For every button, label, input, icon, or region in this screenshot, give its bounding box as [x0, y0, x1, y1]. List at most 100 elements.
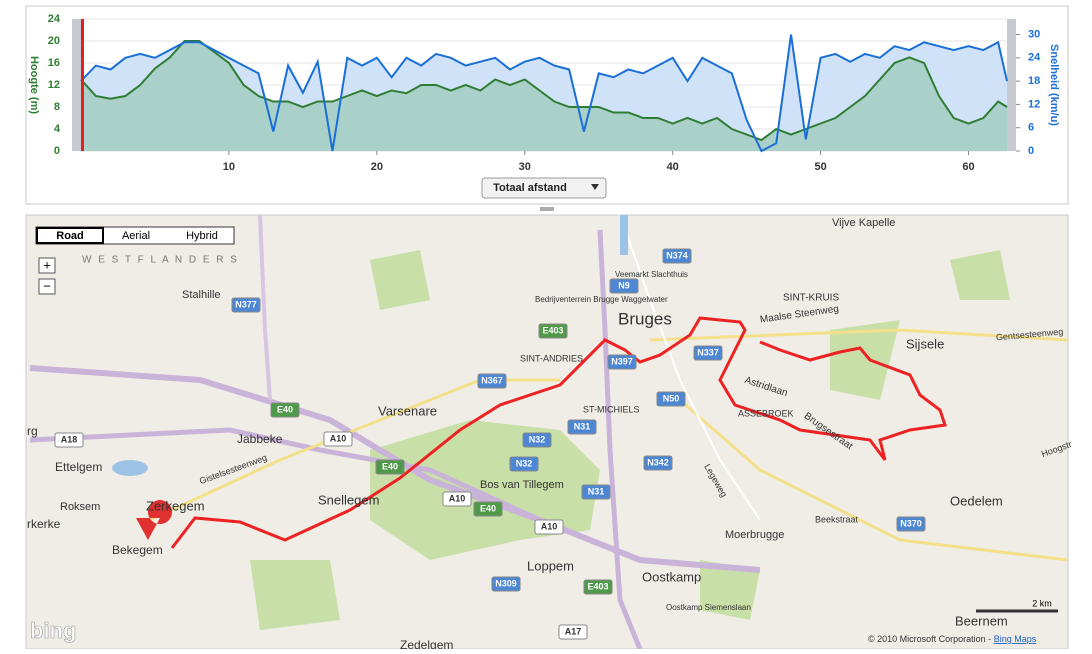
road-shield: N370 [896, 516, 926, 532]
y2-tick-label: 24 [1028, 52, 1041, 64]
road-shield: A17 [558, 624, 588, 640]
place-label: ASSEBROEK [738, 408, 794, 418]
road-shield: E403 [538, 323, 568, 339]
road-shield: N31 [567, 419, 597, 435]
road-shield: N50 [656, 391, 686, 407]
zoom-button[interactable]: − [43, 278, 51, 293]
shield-label: E403 [587, 581, 608, 591]
line [80, 40, 1008, 142]
roads [29, 214, 1069, 650]
place-label: Bruges [618, 309, 672, 328]
start-pin[interactable] [136, 500, 172, 540]
place-label: ST-MICHIELS [583, 404, 640, 414]
road-shield: N31 [581, 484, 611, 500]
shield-box [643, 455, 673, 471]
road-shield: N32 [522, 432, 552, 448]
y2-tick-label: 30 [1028, 28, 1040, 40]
shield-box [491, 576, 521, 592]
shield-label: N397 [611, 356, 633, 366]
splitter-grip[interactable] [540, 207, 554, 211]
shield-label: N377 [235, 299, 257, 309]
road-shield: N374 [662, 248, 692, 264]
place-label: Stalhille [182, 289, 221, 301]
shield-box [509, 456, 539, 472]
shield-box [656, 391, 686, 407]
shield-box [534, 519, 564, 535]
selected-button [36, 227, 104, 244]
shield-label: N50 [663, 393, 680, 403]
copyright-link[interactable]: Bing Maps [994, 634, 1037, 644]
place-label: Oedelem [950, 493, 1003, 508]
shield-label: E40 [382, 461, 398, 471]
shield-box [375, 459, 405, 475]
shield-box [538, 323, 568, 339]
y-tick-label: 4 [54, 123, 61, 135]
shield-box [558, 624, 588, 640]
shield-label: A17 [565, 626, 582, 636]
place-label: Jabbeke [237, 432, 283, 446]
shield-label: A10 [449, 493, 466, 503]
y-tick-label: 24 [48, 13, 61, 25]
place-label: SINT-KRUIS [783, 293, 839, 304]
y2-tick-label: 12 [1028, 98, 1040, 110]
y-tick-label: 20 [48, 35, 60, 47]
place-label: rkerke [27, 517, 61, 531]
x-tick-label: 40 [667, 161, 679, 173]
place-label: Oostkamp Siemenslaan [666, 603, 751, 612]
shield-box [323, 431, 353, 447]
map-type-button[interactable]: Aerial [122, 230, 150, 242]
shield-box [609, 278, 639, 294]
dropdown-arrow[interactable] [591, 184, 599, 190]
place-label: Beernem [955, 613, 1008, 628]
copyright: © 2010 Microsoft Corporation - Bing Maps [868, 634, 1037, 644]
y2-tick-label: 18 [1028, 75, 1040, 87]
dropdown[interactable] [481, 177, 607, 199]
zoom-button[interactable]: + [43, 257, 51, 272]
road-shield: A18 [54, 432, 84, 448]
x-tick-label: 50 [814, 161, 826, 173]
x-tick-label: 60 [962, 161, 974, 173]
place-label: Loppem [527, 558, 574, 573]
dropdown-label[interactable]: Totaal afstand [493, 182, 567, 194]
place-label: Zedelgem [400, 638, 453, 649]
map[interactable]: Road Aerial Hybrid + − W E S T F L A N D E R … [25, 214, 1073, 652]
road-shield: N377 [231, 297, 261, 313]
shield-box [442, 491, 472, 507]
place-label: rg [27, 424, 38, 438]
map-type-button[interactable]: Road [56, 230, 84, 242]
map-type-button[interactable]: Hybrid [186, 230, 218, 242]
y-tick-label: 0 [54, 145, 60, 157]
x-tick-label: 20 [371, 161, 383, 173]
place-label: Snellegem [318, 492, 379, 507]
bing-logo: bing [30, 618, 76, 643]
shield-label: E40 [480, 503, 496, 513]
shield-label: A18 [61, 434, 78, 444]
shield-label: N9 [618, 280, 630, 290]
shield-box [54, 432, 84, 448]
line [80, 34, 1008, 153]
road-shield: N309 [491, 576, 521, 592]
chart: 0 4 8 12 16 20 24 0 6 12 18 24 30 10 20 30 40 50 60 Hoogte … [28, 13, 1060, 173]
y2-tick-label: 6 [1028, 122, 1034, 134]
place-label: Veemarkt Slachthuis [615, 270, 688, 279]
shield-box [583, 579, 613, 595]
zoom-out-box[interactable] [38, 278, 56, 295]
place-label: Ettelgem [55, 460, 102, 474]
place-label: SINT-ANDRIES [520, 353, 583, 363]
scale-label: 2 km [1032, 598, 1052, 608]
road-shield: N367 [477, 373, 507, 389]
road-shield: E403 [583, 579, 613, 595]
left-axis-strip [72, 19, 81, 151]
zoom-in-box[interactable] [38, 257, 56, 274]
shield-box [477, 373, 507, 389]
area-fill [81, 41, 1007, 151]
road-shield: N342 [643, 455, 673, 471]
shield-label: N31 [588, 486, 605, 496]
place-label: Bedrijventerrein Brugge Waggelwater [535, 295, 668, 304]
place-label: Bos van Tillegem [480, 479, 564, 491]
road-shield: N337 [693, 345, 723, 361]
place-label: Vijve Kapelle [832, 217, 895, 229]
road-shield: A10 [534, 519, 564, 535]
x-tick-label: 10 [223, 161, 235, 173]
